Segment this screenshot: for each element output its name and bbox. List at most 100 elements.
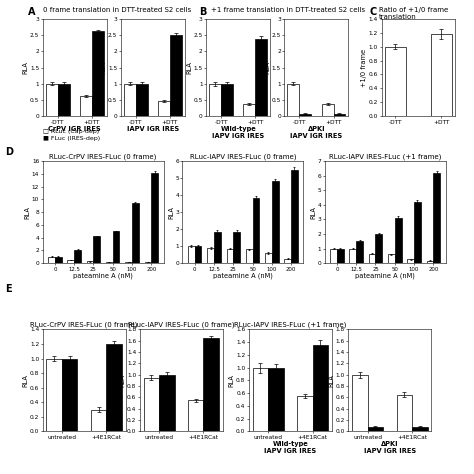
Bar [125, 262, 132, 263]
Bar [412, 427, 428, 431]
Bar [233, 232, 240, 263]
Bar [209, 84, 221, 116]
Title: RLuc-IAPV IRES-FLuc (0 frame): RLuc-IAPV IRES-FLuc (0 frame) [128, 322, 235, 328]
Bar [349, 248, 356, 263]
Bar [368, 427, 383, 431]
Bar [132, 202, 139, 263]
X-axis label: IAPV IGR IRES: IAPV IGR IRES [127, 126, 179, 132]
Bar [227, 249, 233, 263]
Bar [57, 84, 70, 116]
Bar [291, 170, 298, 263]
Bar [253, 368, 268, 431]
Bar [284, 259, 291, 263]
Bar [246, 249, 253, 263]
Text: 0 frame translation in DTT-treated S2 cells: 0 frame translation in DTT-treated S2 ce… [43, 7, 191, 13]
Bar [299, 114, 311, 116]
Bar [91, 410, 106, 431]
Y-axis label: RLA: RLA [186, 61, 192, 74]
Bar [414, 202, 421, 263]
Bar [268, 368, 283, 431]
Y-axis label: RLA: RLA [228, 374, 235, 387]
Bar [221, 84, 233, 116]
Bar [188, 400, 203, 431]
X-axis label: Wild-type
IAPV IGR IRES: Wild-type IAPV IGR IRES [264, 441, 316, 454]
Bar [287, 84, 299, 116]
Bar [195, 246, 201, 263]
Bar [388, 255, 395, 263]
Bar [272, 181, 279, 263]
Text: Ratio of +1/0 frame
translation: Ratio of +1/0 frame translation [379, 7, 448, 20]
X-axis label: pateamine A (nM): pateamine A (nM) [73, 273, 133, 280]
Y-axis label: +1/0 frame: +1/0 frame [361, 48, 367, 87]
Text: E: E [5, 284, 11, 294]
Text: ■ FLuc (IRES-dep): ■ FLuc (IRES-dep) [43, 136, 100, 141]
Bar [385, 47, 406, 116]
Bar [67, 260, 74, 263]
Text: □ RLuc (Cap-dep): □ RLuc (Cap-dep) [43, 129, 99, 135]
Bar [243, 104, 255, 116]
Text: B: B [199, 7, 207, 17]
Bar [80, 96, 92, 116]
Bar [145, 262, 151, 263]
Bar [356, 241, 363, 263]
Bar [46, 358, 62, 431]
Bar [46, 84, 57, 116]
X-axis label: Wild-type
IAPV IGR IRES: Wild-type IAPV IGR IRES [212, 126, 264, 139]
Y-axis label: RLA: RLA [264, 61, 270, 74]
Bar [48, 257, 55, 263]
Bar [352, 375, 368, 431]
Bar [265, 253, 272, 263]
Title: RLuc-CrPV IRES-FLuc (0 frame): RLuc-CrPV IRES-FLuc (0 frame) [30, 322, 138, 328]
Title: RLuc-IAPV IRES-FLuc (+1 frame): RLuc-IAPV IRES-FLuc (+1 frame) [329, 154, 441, 160]
Bar [312, 346, 328, 431]
Bar [369, 254, 375, 263]
Bar [170, 35, 182, 116]
Bar [334, 114, 346, 116]
Bar [93, 237, 100, 263]
Text: A: A [28, 7, 36, 17]
Bar [203, 338, 219, 431]
Bar [321, 104, 334, 116]
Bar [207, 248, 214, 263]
Text: D: D [5, 147, 13, 157]
Bar [255, 39, 267, 116]
Bar [427, 261, 433, 263]
Y-axis label: RLA: RLA [328, 374, 334, 387]
Bar [188, 246, 195, 263]
Bar [74, 250, 81, 263]
Bar [106, 344, 122, 431]
Bar [395, 218, 401, 263]
Bar [214, 232, 221, 263]
Bar [297, 396, 312, 431]
Bar [87, 262, 93, 263]
Bar [330, 248, 337, 263]
Bar [375, 234, 382, 263]
Bar [253, 198, 259, 263]
X-axis label: pateamine A (nM): pateamine A (nM) [355, 273, 415, 280]
Text: C: C [370, 7, 377, 17]
Y-axis label: RLA: RLA [310, 206, 316, 219]
Y-axis label: RLA: RLA [22, 374, 28, 387]
Bar [55, 257, 62, 263]
Bar [92, 31, 104, 116]
Bar [407, 259, 414, 263]
Bar [144, 378, 159, 431]
Bar [124, 84, 136, 116]
Title: RLuc-CrPV IRES-FLuc (0 frame): RLuc-CrPV IRES-FLuc (0 frame) [49, 154, 157, 160]
Y-axis label: RLA: RLA [22, 61, 28, 74]
Text: +1 frame translation in DTT-treated S2 cells: +1 frame translation in DTT-treated S2 c… [211, 7, 365, 13]
Bar [136, 84, 148, 116]
Bar [431, 34, 452, 116]
Bar [106, 262, 113, 263]
Bar [337, 248, 344, 263]
Y-axis label: RLA: RLA [119, 374, 126, 387]
Bar [433, 173, 440, 263]
Bar [62, 358, 77, 431]
X-axis label: pateamine A (nM): pateamine A (nM) [213, 273, 273, 280]
X-axis label: ΔPKI
IAPV IGR IRES: ΔPKI IAPV IGR IRES [291, 126, 342, 139]
X-axis label: CrPV IGR IRES: CrPV IGR IRES [48, 126, 101, 132]
Bar [159, 375, 174, 431]
Y-axis label: RLA: RLA [25, 206, 30, 219]
Title: RLuc-IAPV IRES-FLuc (0 frame): RLuc-IAPV IRES-FLuc (0 frame) [190, 154, 296, 160]
Y-axis label: RLA: RLA [168, 206, 174, 219]
